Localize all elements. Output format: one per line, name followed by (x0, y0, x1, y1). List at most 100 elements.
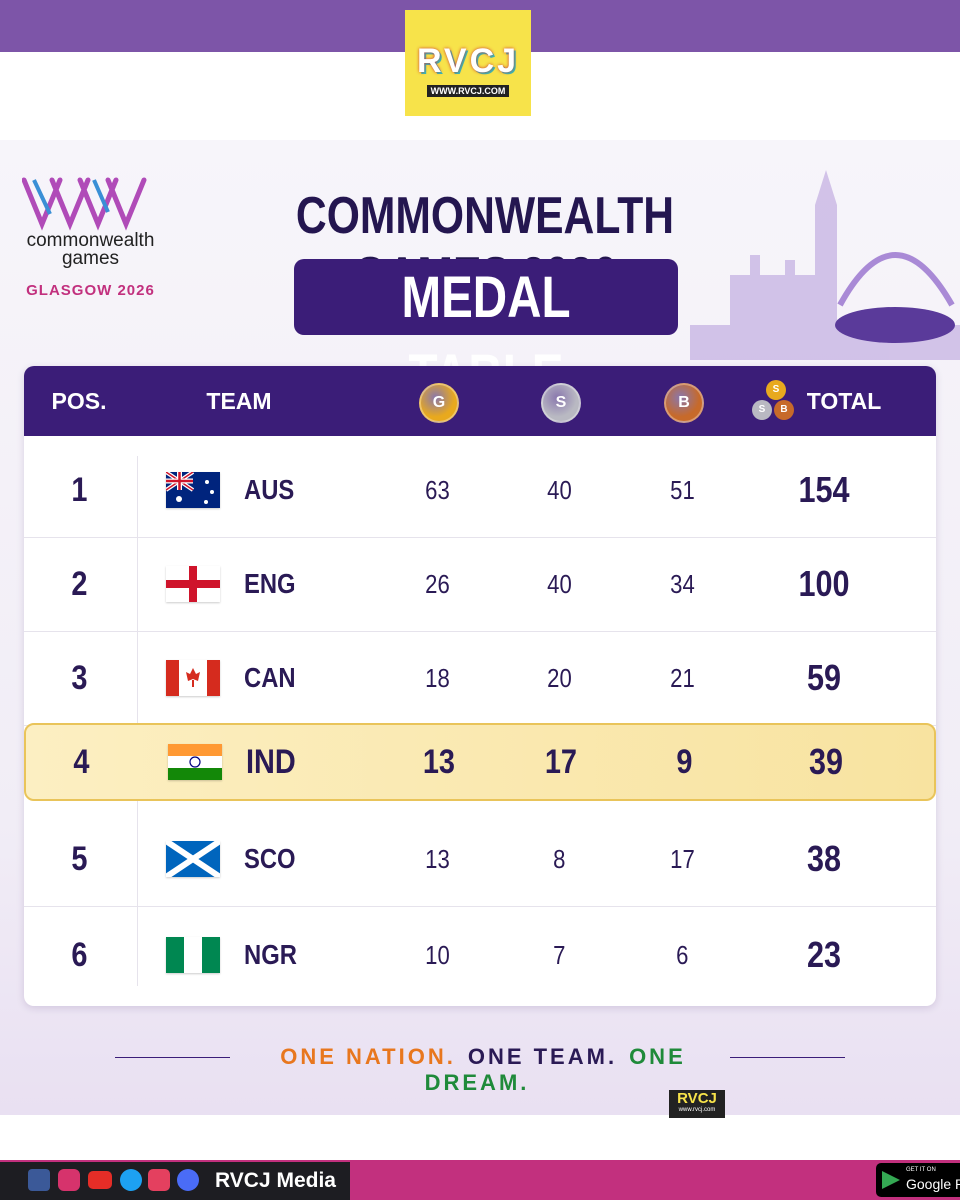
header-label: TOTAL (806, 388, 882, 414)
cell-text: 2 (70, 565, 88, 603)
rule (730, 1057, 845, 1058)
cell-text: 40 (546, 569, 572, 599)
team: AUS (244, 443, 344, 537)
flag (166, 566, 220, 602)
cell-text: 5 (70, 840, 88, 878)
cell-text: ENG (244, 568, 296, 599)
cell-text: 40 (546, 475, 572, 505)
brand-url: WWW.RVCJ.COM (426, 85, 510, 97)
watermark-url: www.rvcj.com (678, 1107, 716, 1113)
store-top: GET IT ON (906, 1167, 936, 1173)
tagline: ONE NATION. ONE TEAM. ONE DREAM. (230, 1044, 730, 1096)
medal-icon: S (541, 383, 581, 423)
cell-text: 23 (806, 934, 842, 975)
bronze: 51 (657, 443, 707, 537)
flag (166, 841, 220, 877)
cell-text: 7 (552, 940, 566, 970)
team: IND (246, 725, 346, 799)
team: ENG (244, 537, 344, 631)
cell-text: 154 (798, 469, 850, 510)
cell-text: 39 (808, 741, 844, 782)
tagline-part: ONE DREAM. (424, 1044, 686, 1095)
cell-text: 13 (422, 743, 456, 781)
total: 39 (766, 725, 886, 799)
subtitle-box: MEDAL TABLE (294, 259, 678, 408)
flag (166, 472, 220, 508)
event-line2: games (61, 248, 120, 269)
social-icons (28, 1169, 199, 1191)
gold: 10 (412, 908, 462, 1002)
cell-text: 6 (675, 940, 689, 970)
silver: 17 (536, 725, 586, 799)
header-label: POS. (51, 388, 107, 414)
position: 4 (41, 725, 121, 799)
table-header: POS. TEAM G S B S S B TOTAL (24, 366, 936, 436)
total-icon-coin: S (766, 380, 786, 400)
bronze: 6 (657, 908, 707, 1002)
cell-text: 34 (669, 569, 695, 599)
watermark: RVCJ www.rvcj.com (669, 1090, 725, 1118)
total: 23 (764, 908, 884, 1002)
silver: 20 (534, 631, 584, 725)
skyline (690, 170, 960, 360)
silver: 40 (534, 443, 584, 537)
cell-text: 100 (798, 563, 850, 604)
silver: 40 (534, 537, 584, 631)
cell-text: 3 (70, 659, 88, 697)
total: 38 (764, 812, 884, 906)
total: 100 (764, 537, 884, 631)
cell-text: 4 (72, 743, 90, 781)
event-emblem (22, 177, 147, 231)
table-row: 5 SCO 13 8 17 38 (24, 812, 936, 907)
cell-text: CAN (244, 662, 296, 693)
table-row: 1 AUS 63 40 51 154 (24, 443, 936, 538)
table-row: 3 CAN 18 20 21 59 (24, 631, 936, 726)
highlight-row: 4 IND 13 17 9 39 (24, 723, 936, 801)
cell-text: 8 (552, 844, 566, 874)
cell-text: 10 (424, 940, 450, 970)
cell-text: AUS (244, 474, 295, 505)
total: 59 (764, 631, 884, 725)
cell-text: 38 (806, 838, 842, 879)
watermark-name: RVCJ (677, 1090, 717, 1107)
position: 5 (39, 812, 119, 906)
bronze: 17 (657, 812, 707, 906)
cell-text: 63 (424, 475, 450, 505)
position: 6 (39, 908, 119, 1002)
brand-name: RVCJ (416, 42, 520, 80)
play-icon (882, 1171, 900, 1189)
cell-text: NGR (244, 939, 297, 970)
medal-icon: B (664, 383, 704, 423)
cell-text: SCO (244, 843, 296, 874)
team: CAN (244, 631, 344, 725)
event-line1: commonwealth (26, 230, 155, 251)
total: 154 (764, 443, 884, 537)
cell-text: IND (246, 743, 296, 781)
flag (166, 660, 220, 696)
bronze: 34 (657, 537, 707, 631)
rule (115, 1057, 230, 1058)
column-divider (137, 456, 138, 986)
gold: 13 (414, 725, 464, 799)
position: 2 (39, 537, 119, 631)
event-city: GLASGOW 2026 (26, 282, 155, 299)
tagline-part: ONE TEAM. (467, 1044, 618, 1069)
bronze: 21 (657, 631, 707, 725)
gold: 26 (412, 537, 462, 631)
silver: 8 (534, 812, 584, 906)
gold: 63 (412, 443, 462, 537)
cell-text: 17 (669, 844, 695, 874)
cell-text: 17 (544, 743, 578, 781)
gold: 13 (412, 812, 462, 906)
event-logo-text: commonwealth games (18, 230, 163, 269)
footer-social: RVCJ Media (0, 1162, 350, 1200)
cell-text: 9 (675, 743, 693, 781)
position: 1 (39, 443, 119, 537)
table-row: 2 ENG 26 40 34 100 (24, 537, 936, 632)
cell-text: 1 (70, 471, 88, 509)
team: NGR (244, 908, 344, 1002)
table-row: 6 NGR 10 7 6 23 (24, 908, 936, 1002)
flag (166, 937, 220, 973)
